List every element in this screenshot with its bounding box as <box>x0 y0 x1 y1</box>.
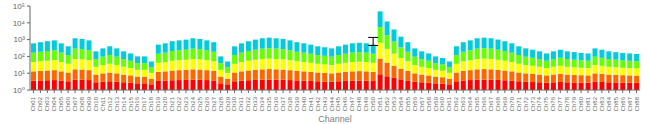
svg-text:Ch44: Ch44 <box>329 96 335 111</box>
svg-text:Ch10: Ch10 <box>93 96 99 111</box>
svg-text:Ch26: Ch26 <box>204 96 210 111</box>
svg-text:Ch19: Ch19 <box>155 96 161 111</box>
svg-text:Ch76: Ch76 <box>550 96 556 111</box>
svg-text:Ch65: Ch65 <box>474 96 480 111</box>
svg-text:Ch09: Ch09 <box>86 96 92 111</box>
svg-text:Ch67: Ch67 <box>488 96 494 111</box>
svg-text:Ch04: Ch04 <box>51 96 57 111</box>
svg-text:Ch75: Ch75 <box>543 96 549 111</box>
svg-text:Ch25: Ch25 <box>197 96 203 111</box>
svg-text:Ch64: Ch64 <box>467 96 473 111</box>
svg-text:Ch73: Ch73 <box>530 96 536 111</box>
svg-text:Ch20: Ch20 <box>162 96 168 111</box>
svg-text:Ch70: Ch70 <box>509 96 515 111</box>
svg-text:Ch17: Ch17 <box>141 96 147 111</box>
svg-text:Ch63: Ch63 <box>460 96 466 111</box>
svg-text:Ch77: Ch77 <box>557 96 563 111</box>
svg-text:Ch29: Ch29 <box>225 96 231 111</box>
svg-text:Ch62: Ch62 <box>453 96 459 111</box>
svg-text:Ch02: Ch02 <box>37 96 43 111</box>
svg-text:Ch08: Ch08 <box>79 96 85 111</box>
svg-text:Ch11: Ch11 <box>100 96 106 111</box>
svg-text:Ch45: Ch45 <box>335 96 341 111</box>
svg-text:10²: 10² <box>13 52 25 61</box>
svg-text:Ch36: Ch36 <box>273 96 279 111</box>
svg-text:Ch52: Ch52 <box>384 96 390 111</box>
svg-text:Ch18: Ch18 <box>148 96 154 111</box>
svg-text:Ch15: Ch15 <box>128 96 134 111</box>
svg-text:Ch87: Ch87 <box>627 96 633 111</box>
svg-text:Ch78: Ch78 <box>564 96 570 111</box>
svg-text:Ch55: Ch55 <box>405 96 411 111</box>
svg-text:Ch06: Ch06 <box>65 96 71 111</box>
svg-text:Ch27: Ch27 <box>211 96 217 111</box>
svg-text:Ch47: Ch47 <box>349 96 355 111</box>
svg-text:Ch35: Ch35 <box>266 96 272 111</box>
svg-text:Ch83: Ch83 <box>599 96 605 111</box>
svg-text:10⁵: 10⁵ <box>13 2 25 11</box>
svg-text:Ch81: Ch81 <box>585 96 591 111</box>
svg-text:Ch53: Ch53 <box>391 96 397 111</box>
svg-text:Ch40: Ch40 <box>301 96 307 111</box>
svg-text:Ch54: Ch54 <box>398 96 404 111</box>
svg-text:Ch51: Ch51 <box>377 96 383 111</box>
svg-text:Ch38: Ch38 <box>287 96 293 111</box>
svg-text:Ch14: Ch14 <box>121 96 127 111</box>
svg-text:Ch37: Ch37 <box>280 96 286 111</box>
svg-text:Ch41: Ch41 <box>308 96 314 111</box>
svg-text:Ch13: Ch13 <box>114 96 120 111</box>
svg-text:Ch22: Ch22 <box>176 96 182 111</box>
svg-text:Ch30: Ch30 <box>231 96 237 111</box>
svg-text:Ch43: Ch43 <box>322 96 328 111</box>
svg-text:Ch50: Ch50 <box>370 96 376 111</box>
svg-text:Ch58: Ch58 <box>426 96 432 111</box>
svg-text:Ch60: Ch60 <box>439 96 445 111</box>
svg-text:Ch39: Ch39 <box>294 96 300 111</box>
svg-text:Ch66: Ch66 <box>481 96 487 111</box>
svg-text:Ch21: Ch21 <box>169 96 175 111</box>
svg-text:Ch16: Ch16 <box>134 96 140 111</box>
svg-text:Ch49: Ch49 <box>363 96 369 111</box>
svg-text:Ch03: Ch03 <box>44 96 50 111</box>
svg-text:Ch32: Ch32 <box>245 96 251 111</box>
svg-text:Ch80: Ch80 <box>578 96 584 111</box>
svg-text:Ch86: Ch86 <box>620 96 626 111</box>
svg-text:Ch71: Ch71 <box>516 96 522 111</box>
svg-text:10³: 10³ <box>13 35 25 44</box>
svg-text:Channel: Channel <box>318 114 352 124</box>
svg-text:Ch72: Ch72 <box>523 96 529 111</box>
svg-text:Ch23: Ch23 <box>183 96 189 111</box>
svg-text:Ch57: Ch57 <box>419 96 425 111</box>
svg-text:Ch24: Ch24 <box>190 96 196 111</box>
svg-text:10¹: 10¹ <box>13 69 25 78</box>
svg-text:Ch69: Ch69 <box>502 96 508 111</box>
svg-text:Ch79: Ch79 <box>571 96 577 111</box>
svg-text:Ch59: Ch59 <box>433 96 439 111</box>
svg-text:Ch82: Ch82 <box>592 96 598 111</box>
svg-text:Ch31: Ch31 <box>238 96 244 111</box>
svg-text:Ch12: Ch12 <box>107 96 113 111</box>
svg-text:Ch07: Ch07 <box>72 96 78 111</box>
svg-text:Ch05: Ch05 <box>58 96 64 111</box>
svg-text:Ch56: Ch56 <box>412 96 418 111</box>
svg-text:Ch68: Ch68 <box>495 96 501 111</box>
svg-text:Ch28: Ch28 <box>218 96 224 111</box>
svg-text:Ch84: Ch84 <box>606 96 612 111</box>
svg-text:Ch46: Ch46 <box>342 96 348 111</box>
svg-text:Ch48: Ch48 <box>356 96 362 111</box>
svg-text:Ch33: Ch33 <box>252 96 258 111</box>
svg-text:Ch34: Ch34 <box>259 96 265 111</box>
svg-text:Ch88: Ch88 <box>634 96 640 111</box>
svg-text:10⁴: 10⁴ <box>13 19 26 28</box>
svg-text:Ch61: Ch61 <box>446 96 452 111</box>
svg-text:Ch42: Ch42 <box>315 96 321 111</box>
svg-text:Ch85: Ch85 <box>613 96 619 111</box>
svg-text:Ch74: Ch74 <box>536 96 542 111</box>
svg-text:10⁰: 10⁰ <box>13 86 25 95</box>
svg-text:Ch01: Ch01 <box>30 96 36 111</box>
